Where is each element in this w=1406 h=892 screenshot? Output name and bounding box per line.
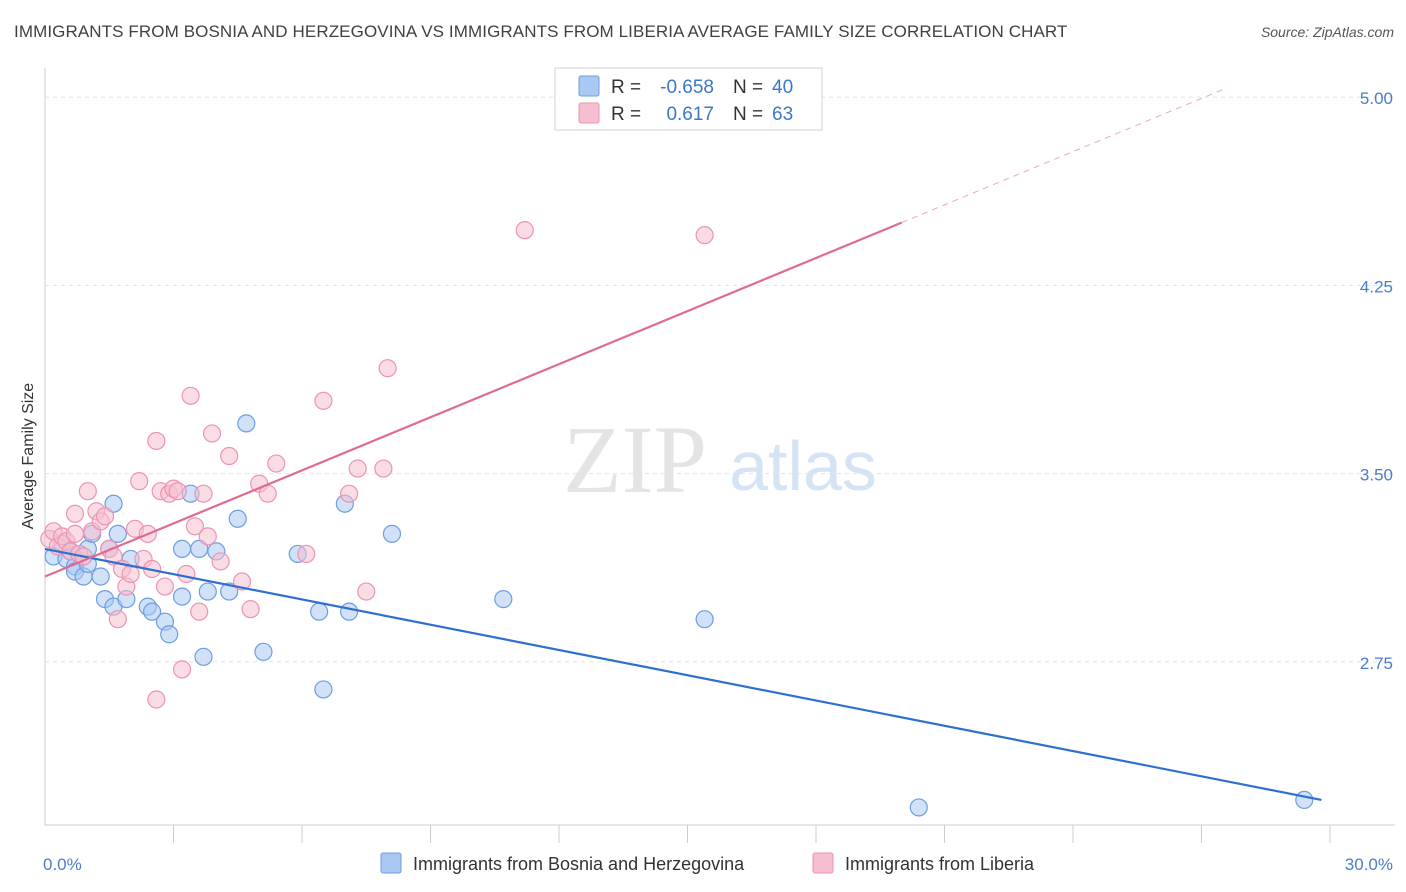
point-liberia-14 [95,507,115,526]
point-liberia-52 [357,582,376,601]
point-liberia-48 [297,544,316,564]
point-bosnia-23 [172,539,192,559]
y-tick-label-1: 4.25 [1360,277,1393,296]
trend-line-liberia-extension [901,89,1224,224]
point-liberia-51 [348,459,367,478]
legend-swatch-liberia [578,102,600,124]
trend-line-liberia [44,221,903,578]
correlation-legend: R = -0.658 N = 40 R = 0.617 N = 63 [554,67,823,131]
point-bosnia-43 [1295,790,1314,810]
point-bosnia-42 [909,798,928,817]
legend-r-label-liberia: R = [611,104,641,125]
point-bosnia-39 [382,524,402,543]
point-liberia-36 [185,517,205,536]
point-bosnia-36 [314,680,333,699]
point-liberia-50 [340,484,359,503]
y-tick-labels: 5.00 4.25 3.50 2.75 [1360,89,1393,673]
point-liberia-26 [147,431,166,451]
trend-lines [44,89,1322,801]
series-legend: Immigrants from Bosnia and Herzegovina I… [380,852,1035,874]
legend-r-value-bosnia: -0.658 [660,77,714,98]
point-liberia-41 [211,552,230,571]
point-liberia-39 [198,527,217,546]
point-liberia-56 [695,226,714,245]
point-bosnia-40 [494,589,513,609]
point-bosnia-35 [310,602,329,621]
watermark-zip: ZIP [563,406,707,513]
point-liberia-38 [194,484,213,503]
point-bosnia-11 [91,567,110,586]
point-bosnia-33 [254,642,273,661]
point-liberia-40 [202,424,222,443]
point-bosnia-26 [172,587,192,606]
point-bosnia-22 [160,625,179,644]
trend-line-bosnia [44,547,1322,801]
point-liberia-54 [378,359,397,378]
source-credit: Source: ZipAtlas.com [1260,24,1394,40]
legend-r-value-liberia: 0.617 [666,104,714,125]
y-tick-label-2: 3.50 [1360,466,1393,485]
point-liberia-17 [108,610,127,629]
legend-n-label-bosnia: N = [733,77,763,98]
point-liberia-6 [65,504,85,523]
watermark-atlas: atlas [729,427,877,505]
point-bosnia-20 [142,602,162,621]
legend-r-label-bosnia: R = [611,77,641,98]
point-bosnia-14 [108,524,127,543]
point-liberia-42 [220,446,239,466]
point-bosnia-41 [695,610,714,629]
point-liberia-28 [147,690,166,709]
y-axis-label: Average Family Size [20,383,37,530]
point-bosnia-13 [104,494,123,513]
legend-swatch-bosnia [578,75,600,97]
point-liberia-49 [314,391,333,410]
point-liberia-47 [267,454,286,473]
series-legend-label-liberia: Immigrants from Liberia [845,854,1035,874]
point-liberia-44 [241,600,260,619]
point-liberia-29 [155,577,175,596]
point-bosnia-27 [198,582,217,601]
point-bosnia-32 [237,414,256,433]
y-tick-label-0: 5.00 [1360,89,1393,108]
series-legend-swatch-liberia [812,852,834,874]
data-points [40,221,1314,817]
x-tick-label-1: 30.0% [1345,855,1393,874]
point-liberia-20 [121,564,140,584]
point-bosnia-29 [194,647,213,666]
legend-n-label-liberia: N = [733,104,763,125]
legend-n-value-bosnia: 40 [772,77,793,98]
point-liberia-32 [168,482,187,501]
chart-title: IMMIGRANTS FROM BOSNIA AND HERZEGOVINA V… [14,22,1068,41]
point-liberia-34 [177,564,196,584]
point-liberia-33 [172,660,192,679]
point-liberia-10 [78,482,97,501]
point-bosnia-31 [228,509,247,528]
point-liberia-37 [190,602,209,621]
series-legend-swatch-bosnia [380,852,402,874]
point-bosnia-30 [220,582,239,601]
x-tick-labels: 0.0% 30.0% [43,855,1393,874]
point-liberia-55 [515,221,534,240]
series-legend-label-bosnia: Immigrants from Bosnia and Herzegovina [413,854,745,874]
axes [44,68,1395,843]
y-tick-label-3: 2.75 [1360,654,1393,673]
point-liberia-8 [65,524,85,543]
point-bosnia-38 [340,602,359,621]
point-liberia-53 [374,459,393,478]
point-liberia-35 [181,386,200,405]
legend-n-value-liberia: 63 [772,104,793,125]
point-liberia-22 [130,472,149,491]
x-tick-label-0: 0.0% [43,855,82,874]
